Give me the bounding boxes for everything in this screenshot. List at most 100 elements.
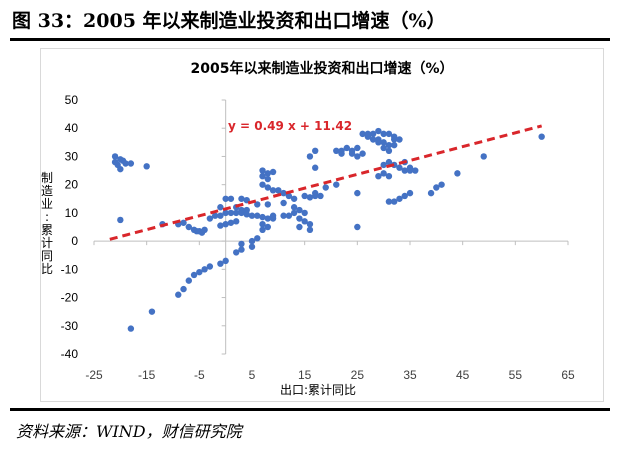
data-point [275, 187, 282, 194]
y-tick-label: -10 [61, 262, 79, 276]
data-point [264, 223, 271, 231]
data-point [301, 209, 308, 217]
y-axis-label-char: 比 [41, 262, 53, 276]
data-point [269, 187, 277, 194]
data-point [264, 184, 271, 191]
data-point [380, 139, 387, 146]
y-axis-label-char: 计 [41, 236, 53, 250]
data-point [385, 198, 393, 205]
y-axis-label-char: 造 [41, 184, 53, 198]
data-point [385, 141, 393, 149]
data-point [312, 147, 319, 154]
data-point [354, 144, 361, 152]
x-tick-label: 65 [561, 368, 575, 382]
data-point [348, 150, 356, 157]
trendline [109, 124, 543, 241]
data-point [196, 268, 203, 276]
y-tick-label: 40 [65, 121, 79, 135]
data-point [438, 181, 445, 188]
data-point [480, 153, 487, 160]
data-point [343, 144, 350, 152]
data-point [296, 215, 303, 222]
x-tick-label: 55 [509, 368, 523, 382]
data-point [385, 173, 393, 180]
data-point [127, 160, 135, 167]
data-point [264, 215, 271, 222]
data-point [401, 167, 408, 174]
data-point [290, 209, 298, 217]
data-point [454, 170, 461, 177]
x-tick-label: 45 [456, 368, 470, 382]
x-tick-label: -15 [138, 368, 156, 382]
y-tick-label: 0 [71, 234, 78, 248]
y-axis-label-char: 业 [41, 197, 53, 211]
data-point [222, 195, 229, 202]
data-point [354, 223, 361, 231]
x-tick-label: 5 [249, 368, 256, 382]
data-point [238, 246, 245, 253]
data-point [296, 223, 303, 231]
data-point [280, 189, 287, 197]
source-note: 资料来源：WIND，财信研究院 [16, 422, 242, 441]
data-point [375, 139, 382, 146]
data-point [217, 204, 224, 211]
data-point [233, 209, 240, 217]
data-point [312, 164, 319, 171]
chart-title: 2005年以来制造业投资和出口增速（%） [191, 60, 454, 77]
data-point [201, 266, 208, 273]
data-point [254, 235, 261, 242]
data-point [264, 175, 271, 183]
data-point [259, 173, 266, 180]
data-point [369, 130, 377, 138]
data-point [317, 192, 324, 200]
data-point [127, 325, 135, 332]
data-point [285, 192, 293, 200]
y-axis-label-char: 制 [41, 171, 53, 185]
data-point [391, 198, 398, 205]
data-point [269, 212, 277, 219]
bottom-rule [10, 408, 610, 411]
data-point [259, 226, 266, 234]
data-point [217, 222, 224, 229]
y-tick-label: 30 [65, 149, 79, 163]
top-rule [10, 38, 610, 41]
data-point [380, 161, 387, 169]
data-point [248, 243, 256, 250]
data-point [296, 206, 303, 214]
y-tick-label: -30 [61, 319, 79, 333]
data-point [380, 144, 387, 152]
x-tick-label: 25 [351, 368, 365, 382]
data-point [243, 206, 250, 214]
data-point [227, 219, 235, 226]
x-ticks: -25 -15 -5 5 15 25 35 45 55 65 [85, 241, 575, 382]
data-point [385, 130, 393, 138]
chart-frame [40, 48, 604, 402]
data-point [385, 158, 393, 166]
data-point [148, 308, 156, 315]
data-point [190, 271, 198, 279]
data-point [306, 194, 314, 201]
data-point [306, 220, 314, 228]
y-tick-label: 50 [65, 93, 79, 107]
data-point [143, 163, 150, 170]
data-point [180, 219, 187, 226]
data-point [301, 192, 308, 200]
data-point [396, 195, 403, 202]
data-point [217, 212, 224, 219]
x-tick-label: 35 [403, 368, 417, 382]
data-point [254, 212, 261, 219]
trendline-path [109, 124, 543, 241]
data-point [217, 260, 224, 267]
data-point [238, 240, 245, 248]
data-point [369, 136, 377, 143]
x-tick-label: 15 [298, 368, 312, 382]
data-point [222, 220, 229, 228]
data-points [111, 127, 545, 332]
data-point [259, 213, 266, 221]
data-point [201, 226, 208, 234]
x-tick-label: -25 [85, 368, 103, 382]
data-point [280, 199, 287, 207]
figure-title: 图 33：2005 年以来制造业投资和出口增速（%） [12, 10, 446, 32]
data-point [269, 168, 277, 176]
